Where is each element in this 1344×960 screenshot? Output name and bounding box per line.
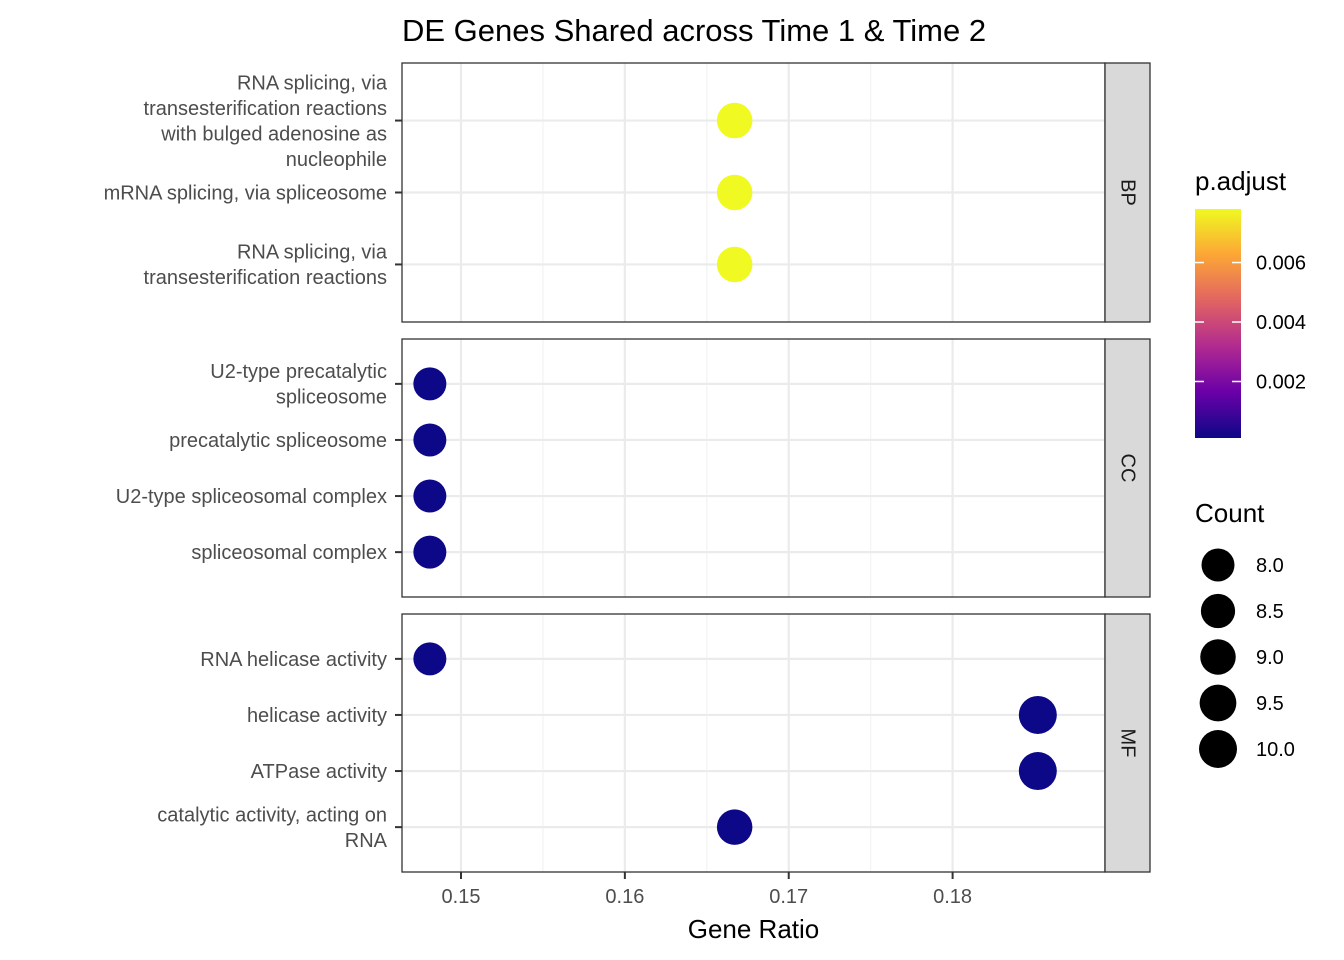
- size-legend-key: [1200, 639, 1236, 675]
- size-legend-label: 8.5: [1256, 601, 1284, 623]
- chart-title: DE Genes Shared across Time 1 & Time 2: [402, 13, 986, 48]
- y-tick-label: RNA splicing, via transesterification rea…: [144, 242, 388, 290]
- y-tick-label: ATPase activity: [251, 761, 387, 783]
- color-bar-label: 0.002: [1256, 371, 1306, 393]
- data-point: [413, 423, 447, 457]
- facet-strip: [1104, 338, 1151, 598]
- panel-background: [402, 339, 1105, 597]
- x-tick-label: 0.18: [933, 886, 972, 908]
- panel-background: [402, 614, 1105, 872]
- x-axis: 0.15 0.16 0.17 0.18: [442, 872, 972, 908]
- size-legend-label: 9.0: [1256, 647, 1284, 669]
- data-point: [716, 174, 753, 211]
- color-bar-label: 0.006: [1256, 253, 1306, 275]
- x-tick-label: 0.16: [605, 886, 644, 908]
- data-point: [413, 479, 447, 513]
- data-point: [716, 102, 753, 139]
- y-tick-label: spliceosomal complex: [191, 542, 387, 564]
- legend-title: Count: [1195, 498, 1265, 528]
- y-tick-label: catalytic activity, acting on RNA: [157, 804, 387, 852]
- data-point: [413, 642, 447, 676]
- size-legend-label: 9.5: [1256, 693, 1284, 715]
- facet-strip: [1104, 62, 1151, 323]
- size-legend-key: [1199, 684, 1237, 722]
- facet-panel-mf: MF RNA helicase activity helicase activity…: [157, 613, 1151, 873]
- legend-title: p.adjust: [1195, 166, 1287, 196]
- x-tick-label: 0.15: [442, 886, 481, 908]
- color-bar-label: 0.004: [1256, 312, 1306, 334]
- y-tick-label: mRNA splicing, via spliceosome: [104, 183, 387, 205]
- data-point: [1018, 752, 1057, 791]
- count-legend: Count 8.0 8.5 9.0 9.5 10.0: [1195, 498, 1295, 768]
- y-tick-label: precatalytic spliceosome: [169, 430, 387, 452]
- x-tick-label: 0.17: [769, 886, 808, 908]
- y-tick-label: helicase activity: [247, 705, 387, 727]
- facet-panel-cc: CC U2-type precatalytic spliceosome precata…: [116, 338, 1151, 598]
- size-legend-key: [1199, 730, 1237, 768]
- x-axis-label: Gene Ratio: [688, 914, 820, 944]
- facet-panel-bp: BP RNA splicing, via transesterification r…: [104, 62, 1151, 323]
- data-point: [413, 367, 447, 401]
- facet-strip-label: BP: [1117, 179, 1139, 206]
- data-point: [716, 809, 753, 845]
- facet-strip-label: CC: [1117, 454, 1139, 483]
- p-adjust-legend: p.adjust 0.002 0.004 0.006: [1195, 166, 1306, 438]
- y-tick-label: RNA helicase activity: [200, 649, 387, 671]
- size-legend-key: [1201, 548, 1235, 582]
- y-tick-label: RNA splicing, via transesterification rea…: [144, 72, 388, 171]
- data-point: [716, 246, 753, 283]
- size-legend-label: 10.0: [1256, 739, 1295, 761]
- y-tick-label: U2-type spliceosomal complex: [116, 486, 387, 508]
- data-point: [413, 535, 447, 569]
- facet-strip: [1104, 613, 1151, 873]
- facet-strip-label: MF: [1117, 729, 1139, 758]
- y-tick-label: U2-type precatalytic spliceosome: [210, 361, 387, 409]
- size-legend-key: [1200, 593, 1236, 629]
- color-bar: [1195, 209, 1241, 438]
- data-point: [1018, 695, 1057, 734]
- facet-panels: BP RNA splicing, via transesterification r…: [104, 62, 1151, 873]
- size-legend-label: 8.0: [1256, 555, 1284, 577]
